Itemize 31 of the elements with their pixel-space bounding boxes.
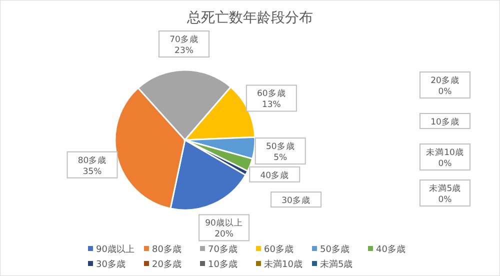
- text: 0%: [438, 87, 452, 97]
- legend-label: 未満5歳: [320, 259, 353, 270]
- legend-label: 50多歳: [320, 244, 350, 255]
- category-label: 未満10歳: [426, 148, 464, 158]
- legend-label: 80多歳: [152, 244, 182, 255]
- legend-label: 40多歳: [376, 244, 406, 255]
- legend-label: 70多歳: [208, 244, 238, 255]
- slice-label: 40多歳: [260, 170, 290, 181]
- data-label: 13%: [262, 100, 281, 110]
- slice-label: 70多歳: [170, 34, 198, 46]
- legend-label: 10多歳: [208, 259, 238, 270]
- slice-label: 80多歳: [78, 154, 107, 166]
- legend-label: 90歳以上: [96, 244, 134, 255]
- category-label: 20多歳: [430, 76, 460, 86]
- chart-title: 总死亡数年龄段分布: [186, 10, 313, 26]
- data-label: 20%: [214, 230, 234, 240]
- legend-label: 未満10歳: [264, 259, 302, 270]
- slice-label: 60多歳: [257, 88, 286, 100]
- slice-label: 90歳以上: [205, 218, 243, 229]
- category-label: 未満5歳: [428, 184, 462, 194]
- data-label: 5%: [274, 153, 288, 164]
- text: 0%: [438, 195, 452, 205]
- legend-label: 20多歳: [152, 259, 182, 270]
- text: 0%: [438, 159, 452, 169]
- slice-label: 50多歳: [266, 141, 295, 152]
- data-label: 35%: [82, 166, 102, 177]
- legend-label: 60多歳: [264, 244, 294, 255]
- data-label: 23%: [174, 46, 194, 56]
- category-label: 10多歳: [430, 118, 460, 128]
- legend-label: 30多歳: [96, 259, 126, 270]
- category-label: 30多歳: [282, 196, 310, 206]
